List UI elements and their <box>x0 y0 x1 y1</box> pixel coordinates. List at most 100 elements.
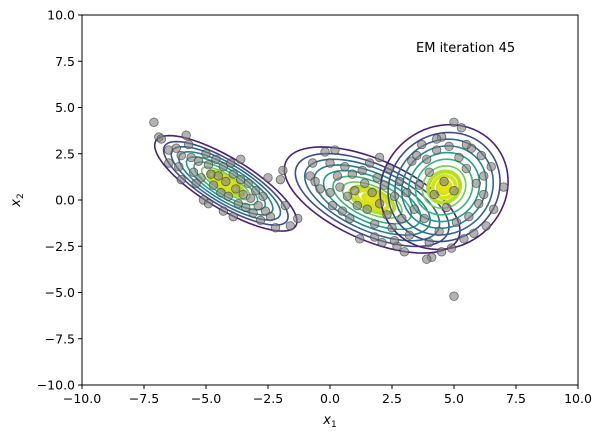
data-point <box>203 160 214 170</box>
data-point <box>355 234 365 244</box>
data-point <box>325 158 335 168</box>
data-point <box>464 211 474 222</box>
data-point <box>459 234 469 244</box>
data-point <box>382 210 392 220</box>
data-point <box>424 167 434 177</box>
data-point <box>335 182 345 192</box>
data-point <box>174 161 184 172</box>
data-point <box>404 230 415 240</box>
data-point <box>315 184 325 194</box>
data-point <box>454 152 464 163</box>
data-point <box>203 198 214 209</box>
data-point <box>412 150 422 161</box>
data-point <box>245 193 256 203</box>
data-point <box>436 247 447 257</box>
data-point <box>422 154 432 165</box>
data-point <box>469 228 479 239</box>
data-point <box>357 165 367 176</box>
y-tick-label: −2.5 <box>45 239 75 254</box>
em-iteration-annotation: EM iteration 45 <box>416 41 515 56</box>
y-tick-label: −10.0 <box>37 378 75 393</box>
contour-line <box>379 123 509 251</box>
data-point <box>444 141 454 152</box>
data-point <box>332 171 343 181</box>
data-point <box>422 254 432 264</box>
data-point <box>236 174 246 185</box>
data-point <box>434 226 444 237</box>
data-point <box>253 200 263 211</box>
data-point <box>394 176 405 187</box>
data-point <box>191 178 201 189</box>
data-point <box>399 247 410 257</box>
y-tick-label: −5.0 <box>45 285 75 300</box>
data-point <box>481 221 491 231</box>
data-point <box>330 145 340 155</box>
data-point <box>429 189 439 200</box>
data-point <box>248 208 258 218</box>
data-point <box>293 213 303 224</box>
data-point <box>208 180 219 190</box>
data-point <box>193 156 204 166</box>
data-point <box>325 187 335 198</box>
contour-line <box>430 173 458 201</box>
y-tick-label: 0.0 <box>55 193 75 208</box>
data-point <box>342 191 353 202</box>
data-point <box>384 163 395 174</box>
data-point <box>456 123 467 133</box>
data-point <box>451 217 462 227</box>
data-point <box>417 139 427 150</box>
data-point <box>374 152 385 163</box>
data-point <box>345 213 355 224</box>
data-point <box>278 165 288 176</box>
data-point <box>352 200 362 211</box>
data-point <box>280 200 291 211</box>
contour-line <box>426 169 463 205</box>
data-point <box>236 154 246 165</box>
data-point <box>149 117 159 128</box>
data-point <box>374 198 385 209</box>
y-tick-label: 5.0 <box>55 100 75 115</box>
x-tick-label: 2.5 <box>382 391 402 406</box>
data-point <box>176 150 186 161</box>
y-axis-label: x2 <box>9 193 26 207</box>
data-point <box>263 173 273 183</box>
x-tick-label: −10.0 <box>63 391 101 406</box>
y-tick-label: 2.5 <box>55 146 75 161</box>
x-axis-ticks: −10.0 −7.5 −5.0 −2.5 0.0 2.5 5.0 7.5 10.0 <box>63 385 592 406</box>
data-point <box>350 186 360 196</box>
data-point <box>218 161 229 172</box>
y-axis-label-sub: 2 <box>16 193 26 199</box>
data-point <box>183 139 194 150</box>
x-tick-label: 5.0 <box>444 391 464 406</box>
contour-line <box>162 140 289 226</box>
data-point <box>377 237 387 248</box>
data-point <box>228 211 238 222</box>
data-point <box>488 204 499 214</box>
data-point <box>258 191 268 202</box>
data-point <box>347 169 358 179</box>
data-point <box>243 178 253 189</box>
data-point <box>181 130 191 140</box>
data-point <box>171 143 181 153</box>
y-axis-ticks: 10.0 7.5 5.0 2.5 0.0 −2.5 −5.0 −7.5 −10.0 <box>37 8 82 393</box>
data-point <box>431 145 442 155</box>
data-point <box>461 163 472 174</box>
data-point <box>216 187 226 198</box>
data-point <box>476 150 486 161</box>
data-point <box>238 189 248 200</box>
data-point <box>310 176 320 187</box>
data-point <box>270 223 281 233</box>
contour-line <box>407 151 481 223</box>
data-point <box>218 206 229 216</box>
data-point <box>498 182 509 192</box>
data-point <box>320 147 330 157</box>
data-point <box>337 206 348 216</box>
data-point <box>449 117 459 128</box>
data-point <box>164 158 174 168</box>
y-tick-label: 10.0 <box>47 8 75 23</box>
data-point <box>441 202 452 213</box>
data-point <box>226 158 236 168</box>
data-point <box>231 184 241 194</box>
data-point <box>389 191 400 202</box>
